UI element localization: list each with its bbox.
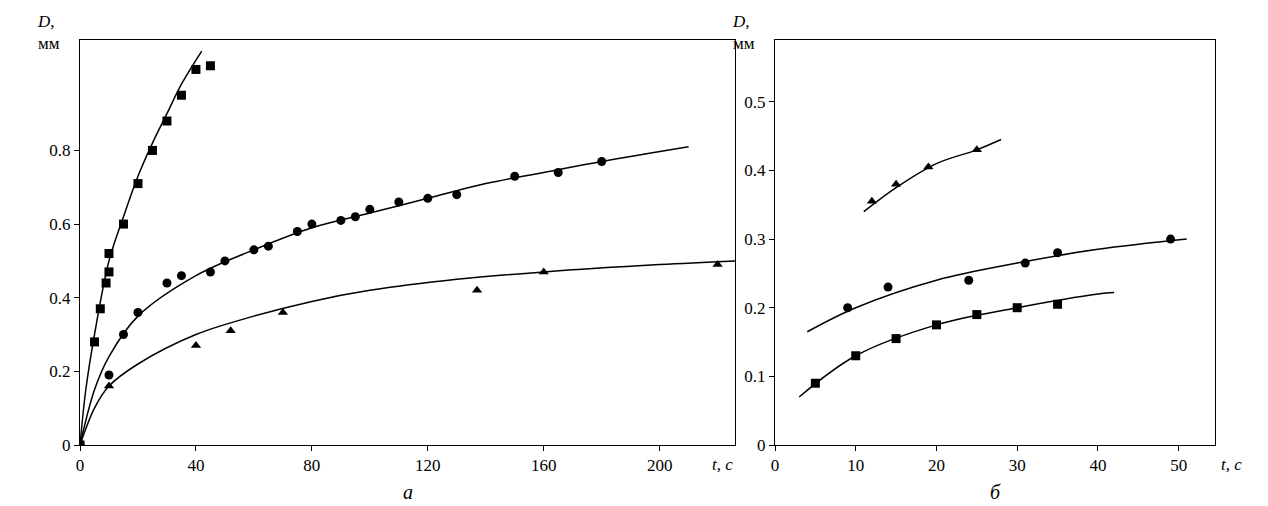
svg-text:50: 50 bbox=[1170, 456, 1187, 475]
svg-text:30: 30 bbox=[1009, 456, 1026, 475]
svg-text:0: 0 bbox=[62, 436, 71, 455]
svg-text:D,мм: D,мм bbox=[37, 12, 60, 53]
svg-text:0.4: 0.4 bbox=[744, 161, 766, 180]
svg-text:0.3: 0.3 bbox=[744, 230, 765, 249]
svg-text:0.1: 0.1 bbox=[744, 367, 765, 386]
svg-text:0.5: 0.5 bbox=[744, 93, 765, 112]
svg-text:160: 160 bbox=[531, 456, 557, 475]
svg-text:40: 40 bbox=[187, 456, 204, 475]
svg-text:D,мм: D,мм bbox=[732, 12, 755, 53]
svg-text:а: а bbox=[403, 481, 413, 503]
svg-text:120: 120 bbox=[415, 456, 441, 475]
svg-text:t, с: t, с bbox=[1221, 455, 1242, 474]
svg-text:80: 80 bbox=[303, 456, 320, 475]
svg-text:0: 0 bbox=[76, 456, 85, 475]
svg-text:0.8: 0.8 bbox=[49, 141, 70, 160]
svg-text:0.2: 0.2 bbox=[49, 362, 70, 381]
svg-text:0.2: 0.2 bbox=[744, 299, 765, 318]
svg-text:t, с: t, с bbox=[712, 455, 733, 474]
svg-text:0: 0 bbox=[757, 436, 766, 455]
svg-text:10: 10 bbox=[847, 456, 864, 475]
svg-text:0.4: 0.4 bbox=[49, 289, 71, 308]
svg-text:0: 0 bbox=[771, 456, 780, 475]
svg-text:200: 200 bbox=[647, 456, 673, 475]
svg-text:20: 20 bbox=[928, 456, 945, 475]
svg-text:0.6: 0.6 bbox=[49, 215, 70, 234]
svg-text:40: 40 bbox=[1089, 456, 1106, 475]
svg-text:б: б bbox=[990, 481, 1001, 503]
